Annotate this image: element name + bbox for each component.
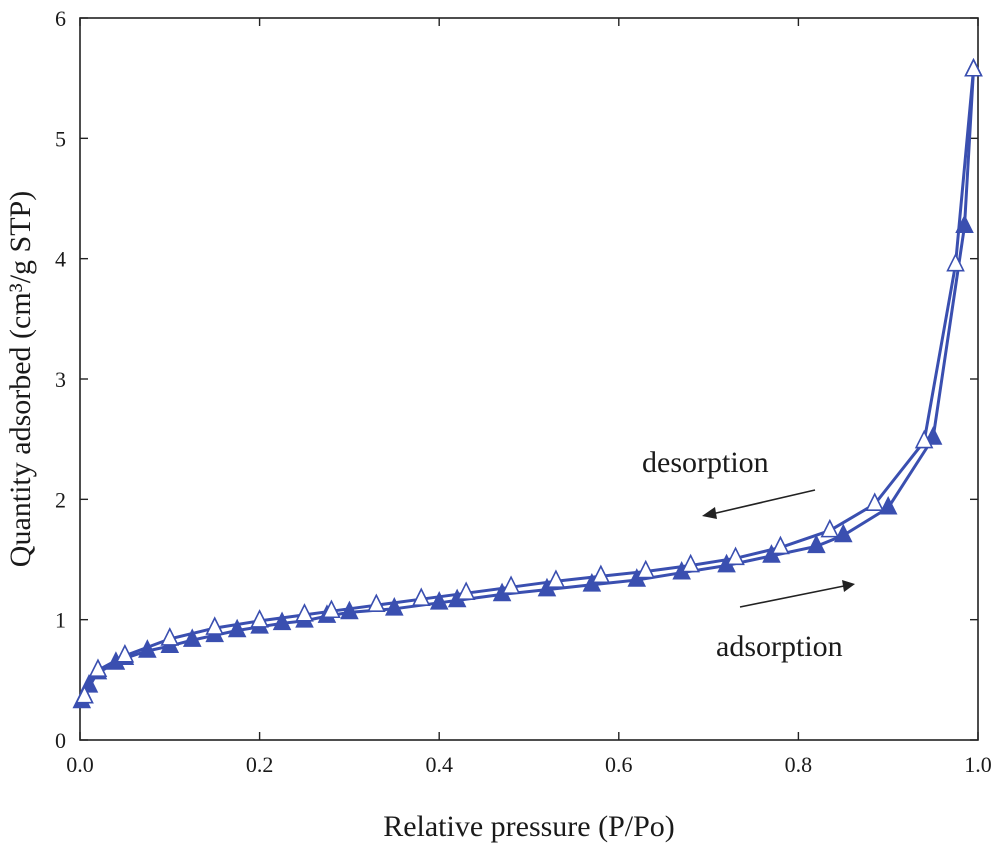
y-tick-label: 1	[55, 608, 66, 633]
desorption-point	[295, 603, 314, 622]
adsorption-point	[834, 523, 853, 543]
axis-ticks	[79, 17, 979, 741]
desorption-point	[115, 643, 135, 663]
axis-tick-labels: 0.0 0.2 0.4 0.6 0.8 1.0 0 1 2 3 4 5 6	[55, 6, 992, 777]
adsorption-arrowhead	[842, 580, 855, 592]
x-tick-label: 0.6	[605, 752, 633, 777]
desorption-point	[946, 252, 965, 272]
desorption-point	[160, 627, 180, 646]
adsorption-point	[385, 597, 404, 616]
x-tick-label: 0.8	[785, 752, 813, 777]
desorption-point	[681, 553, 700, 573]
desorption-point	[914, 429, 934, 449]
adsorption-arrow	[739, 585, 845, 608]
desorption-point	[456, 581, 476, 600]
desorption-arrow	[711, 489, 816, 515]
desorption-point	[88, 658, 108, 678]
desorption-point	[820, 518, 840, 538]
desorption-line	[83, 69, 975, 698]
y-tick-label: 0	[55, 728, 66, 753]
desorption-point	[75, 684, 94, 704]
desorption-point	[205, 616, 224, 635]
adsorption-point	[807, 534, 826, 554]
y-tick-label: 2	[55, 487, 66, 512]
desorption-point	[367, 593, 386, 613]
y-tick-label: 4	[55, 247, 66, 272]
adsorption-point	[878, 495, 898, 515]
desorption-point	[591, 564, 611, 584]
desorption-point	[411, 587, 431, 607]
adsorption-line	[80, 69, 975, 703]
y-tick-label: 6	[55, 6, 66, 31]
x-tick-label: 1.0	[964, 752, 992, 777]
series-adsorption	[72, 57, 983, 709]
desorption-point	[501, 575, 521, 594]
y-tick-label: 3	[55, 367, 66, 392]
desorption-point	[636, 559, 656, 579]
desorption-point	[964, 57, 983, 77]
series-layer	[72, 57, 983, 709]
desorption-point	[726, 546, 745, 566]
x-tick-label: 0.2	[246, 752, 274, 777]
desorption-point	[322, 599, 341, 619]
adsorption-point	[429, 591, 449, 610]
desorption-point	[250, 609, 269, 628]
y-axis-title: Quantity adsorbed (cm³/g STP)	[4, 191, 37, 567]
desorption-point	[865, 492, 885, 511]
adsorption-annotation: adsorption	[716, 630, 843, 663]
desorption-point	[771, 535, 790, 555]
y-tick-label: 5	[55, 126, 66, 151]
adsorption-point	[272, 611, 292, 631]
x-tick-label: 0.4	[425, 752, 453, 777]
desorption-point	[546, 569, 566, 588]
adsorption-point	[182, 628, 202, 647]
series-desorption	[75, 57, 983, 704]
adsorption-point	[227, 618, 247, 638]
desorption-arrowhead	[702, 507, 717, 519]
x-axis-title: Relative pressure (P/Po)	[383, 810, 675, 843]
desorption-annotation: desorption	[642, 446, 769, 479]
x-tick-label: 0.0	[66, 752, 94, 777]
annotations-layer: desorption adsorption	[642, 446, 855, 663]
